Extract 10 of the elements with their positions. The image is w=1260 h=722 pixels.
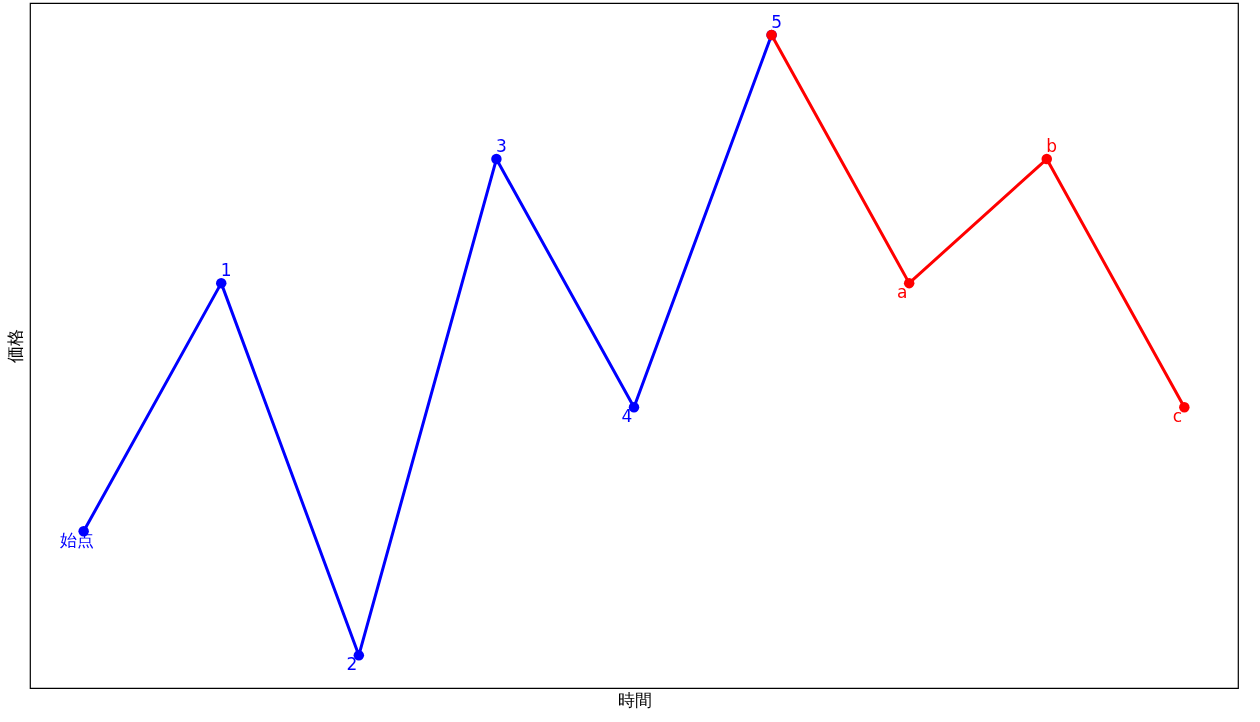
annotation: 1	[220, 260, 232, 281]
annotation: 5	[771, 12, 782, 32]
annotation: 4	[621, 406, 633, 427]
annotation: 2	[346, 654, 358, 675]
annotation: 3	[496, 136, 507, 157]
y-axis-title: 価格	[4, 329, 25, 363]
annotation: c	[1172, 406, 1183, 427]
x-axis-title: 時間	[617, 689, 652, 710]
annotation: b	[1046, 136, 1058, 157]
annotation: a	[896, 282, 908, 303]
